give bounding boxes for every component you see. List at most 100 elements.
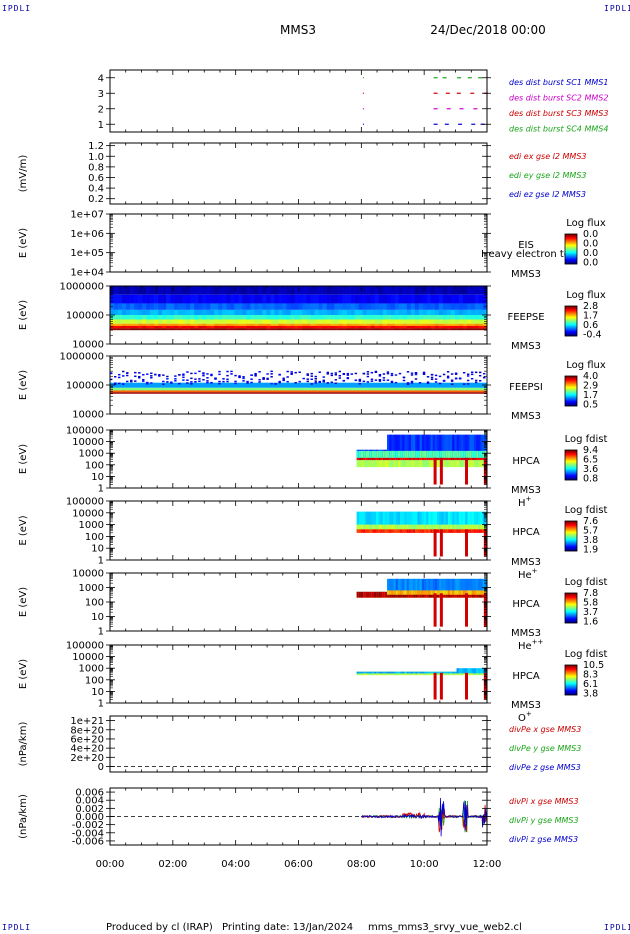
hpca_h-cell [408,457,412,461]
feepsi-cell [286,387,291,391]
hpca_he-cell [358,524,362,532]
y-tick-label: 10000 [72,508,104,519]
feepsi-speck [366,381,370,383]
feepsi-cell [118,387,123,391]
feepsi-cell [478,387,484,391]
colorbar-slice [565,680,577,682]
feepse-cell [350,286,355,295]
feepse-cell [306,319,311,324]
feepse-cell [258,319,263,324]
feepse-cell [114,323,119,326]
feepsi-speck [206,380,209,382]
feepsi-speck [126,372,129,374]
hpca_h-cell [400,434,403,461]
hpca_he2-cell [478,594,481,598]
feepse-cell [386,315,392,320]
colorbar-slice [565,525,577,527]
feepse-cell [366,325,371,329]
hpca_o-cell [428,671,431,674]
feepsi-speck [118,376,121,379]
feepse-cell [386,294,392,304]
feepsi-cell [310,390,315,393]
feepsi-cell [374,387,380,391]
hpca_he2-cell [413,590,416,598]
hpca_h-cell [432,434,436,461]
feepse-cell [358,315,363,320]
feepsi-cell [202,390,207,393]
colorbar-slice [565,258,577,260]
hpca_o-cell [417,671,420,674]
hpca_he2-cell [476,590,479,598]
feepse-cell [350,294,355,304]
feepse-cell [450,303,456,310]
hpca_h-cell [371,460,375,468]
hpca_he2-cell [473,578,477,597]
hpca_o-cell [356,671,360,674]
feepse-cell [154,309,159,315]
colorbar-slice [565,607,577,609]
feepse-cell [310,309,315,315]
hpca_he-cell [458,524,462,532]
feepse-cell [354,328,359,331]
feepse-cell [430,309,436,315]
feepsi-cell [194,392,199,394]
colorbar-slice [565,306,577,308]
feepse-cell [138,315,143,320]
feepse-cell [174,315,179,320]
hpca_h-cell [369,457,373,461]
feepsi-cell [186,392,191,394]
feepse-cell [198,315,203,320]
feepse-cell [390,309,396,315]
hpca_he2-cell [393,590,397,598]
feepse-cell [302,294,307,304]
feepse-cell [458,319,464,324]
hpca_he2-cell [460,594,464,598]
feepse-cell [294,303,299,310]
hpca_he-cell [408,511,412,532]
feepse-cell [278,309,283,315]
feepse-cell [118,286,123,295]
y-tick-label: 1.0 [88,152,104,163]
panel-frame [109,715,488,773]
hpca_he-cell [404,529,407,533]
feepse-cell [398,323,404,326]
hpca_he-cell [397,524,401,532]
feepse-cell [214,325,219,329]
x-tick-label: 08:00 [347,859,376,870]
x-tick-label: 12:00 [473,859,502,870]
feepsi-speck [146,381,149,384]
y-tick-label: 6e+20 [70,734,104,745]
feepsi-speck [170,381,173,383]
colorbar-slice [565,529,577,531]
feepsi-speck [122,375,125,377]
hpca_h-cell [421,434,425,461]
feepsi-speck [466,375,470,377]
colorbar-slice [565,530,577,532]
hpca_o-cell [365,671,368,674]
feepse-cell [186,303,191,310]
burst-interval-mark [473,108,478,110]
feepse-cell [198,319,203,324]
hpca_he2-cell [423,594,427,598]
hpca_h-cell [437,457,440,461]
feepse-cell [314,286,319,295]
feepsi-cell [194,390,199,393]
feepsi-speck [182,376,185,379]
colorbar-tick-label: 6.5 [583,455,598,466]
feepsi-speck [450,383,454,385]
feepse-cell [390,294,396,304]
colorbar-slice [565,678,577,680]
feepse-cell [342,309,347,315]
y-tick-label: 0.8 [88,162,104,173]
feepse-cell [418,323,424,326]
feepse-cell [266,286,271,295]
hpca_he-cell [417,524,420,532]
colorbar-frame [564,520,578,552]
feepsi-cell [138,392,143,394]
feepse-cell [126,286,131,295]
feepse-cell [458,315,464,320]
hpca_he-cell [443,511,447,532]
feepsi-speck [326,371,329,374]
feepse-cell [270,325,275,329]
y-tick-label: 10000 [72,410,104,421]
